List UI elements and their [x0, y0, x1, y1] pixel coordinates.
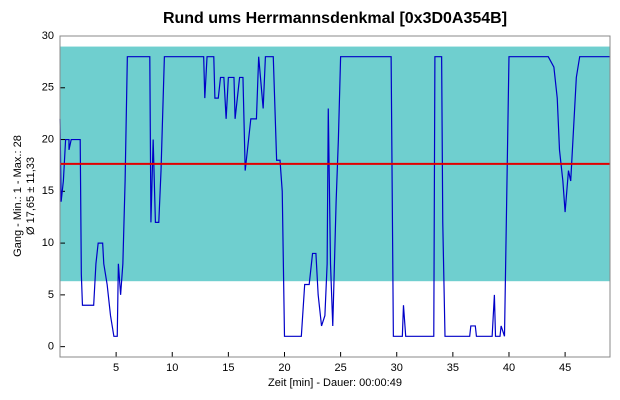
- x-tick-label: 10: [166, 362, 178, 374]
- x-tick-label: 25: [334, 362, 346, 374]
- x-tick-label: 30: [391, 362, 403, 374]
- x-tick-label: 15: [222, 362, 234, 374]
- y-axis-label: Gang - Min.: 1 - Max.: 28: [12, 135, 24, 257]
- x-axis-label: Zeit [min] - Dauer: 00:00:49: [268, 377, 402, 389]
- x-tick-label: 40: [503, 362, 515, 374]
- y-tick-label: 20: [42, 133, 54, 145]
- x-tick-label: 20: [278, 362, 290, 374]
- y-tick-label: 10: [42, 237, 54, 249]
- y-tick-label: 5: [48, 289, 54, 301]
- y-tick-label: 0: [48, 341, 54, 353]
- x-tick-label: 45: [559, 362, 571, 374]
- y-tick-label: 15: [42, 185, 54, 197]
- y-axis-label: Ø 17,65 ± 11,33: [25, 157, 37, 235]
- chart-title: Rund ums Herrmannsdenkmal [0x3D0A354B]: [163, 10, 507, 27]
- y-tick-label: 30: [42, 30, 54, 42]
- y-tick-label: 25: [42, 82, 54, 94]
- plot-frame: [59, 35, 611, 358]
- x-tick-label: 35: [447, 362, 459, 374]
- data-line: [59, 56, 610, 337]
- x-tick-label: 5: [113, 362, 119, 374]
